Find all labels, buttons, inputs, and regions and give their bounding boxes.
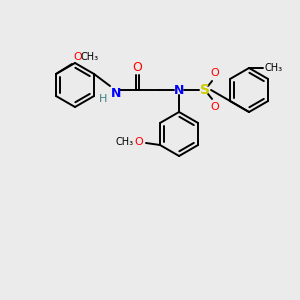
Text: O: O	[132, 61, 142, 74]
Text: O: O	[211, 102, 219, 112]
Text: N: N	[111, 87, 122, 100]
Text: S: S	[200, 83, 210, 97]
Text: H: H	[99, 94, 107, 104]
Text: O: O	[211, 68, 219, 78]
Text: CH₃: CH₃	[81, 52, 99, 62]
Text: O: O	[134, 137, 143, 147]
Text: CH₃: CH₃	[264, 63, 282, 73]
Text: O: O	[73, 52, 82, 62]
Text: CH₃: CH₃	[116, 137, 134, 147]
Text: N: N	[174, 83, 184, 97]
